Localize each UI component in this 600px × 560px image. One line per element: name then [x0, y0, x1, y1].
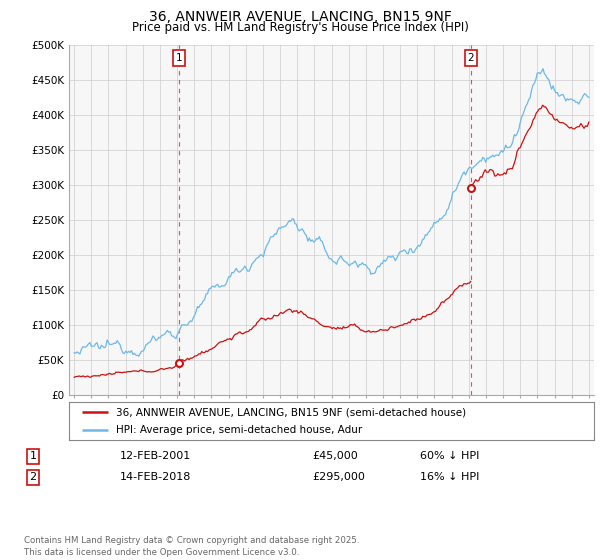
Text: 36, ANNWEIR AVENUE, LANCING, BN15 9NF: 36, ANNWEIR AVENUE, LANCING, BN15 9NF	[149, 10, 451, 24]
Text: 2: 2	[467, 53, 474, 63]
Text: 12-FEB-2001: 12-FEB-2001	[120, 451, 191, 461]
Text: 36, ANNWEIR AVENUE, LANCING, BN15 9NF (semi-detached house): 36, ANNWEIR AVENUE, LANCING, BN15 9NF (s…	[116, 407, 466, 417]
Text: 1: 1	[176, 53, 182, 63]
Text: 60% ↓ HPI: 60% ↓ HPI	[420, 451, 479, 461]
Text: Price paid vs. HM Land Registry's House Price Index (HPI): Price paid vs. HM Land Registry's House …	[131, 21, 469, 34]
Text: £45,000: £45,000	[312, 451, 358, 461]
Text: 16% ↓ HPI: 16% ↓ HPI	[420, 472, 479, 482]
Text: 14-FEB-2018: 14-FEB-2018	[120, 472, 191, 482]
Text: 2: 2	[29, 472, 37, 482]
Text: Contains HM Land Registry data © Crown copyright and database right 2025.
This d: Contains HM Land Registry data © Crown c…	[24, 536, 359, 557]
Text: 1: 1	[29, 451, 37, 461]
Text: £295,000: £295,000	[312, 472, 365, 482]
Text: HPI: Average price, semi-detached house, Adur: HPI: Average price, semi-detached house,…	[116, 426, 362, 436]
